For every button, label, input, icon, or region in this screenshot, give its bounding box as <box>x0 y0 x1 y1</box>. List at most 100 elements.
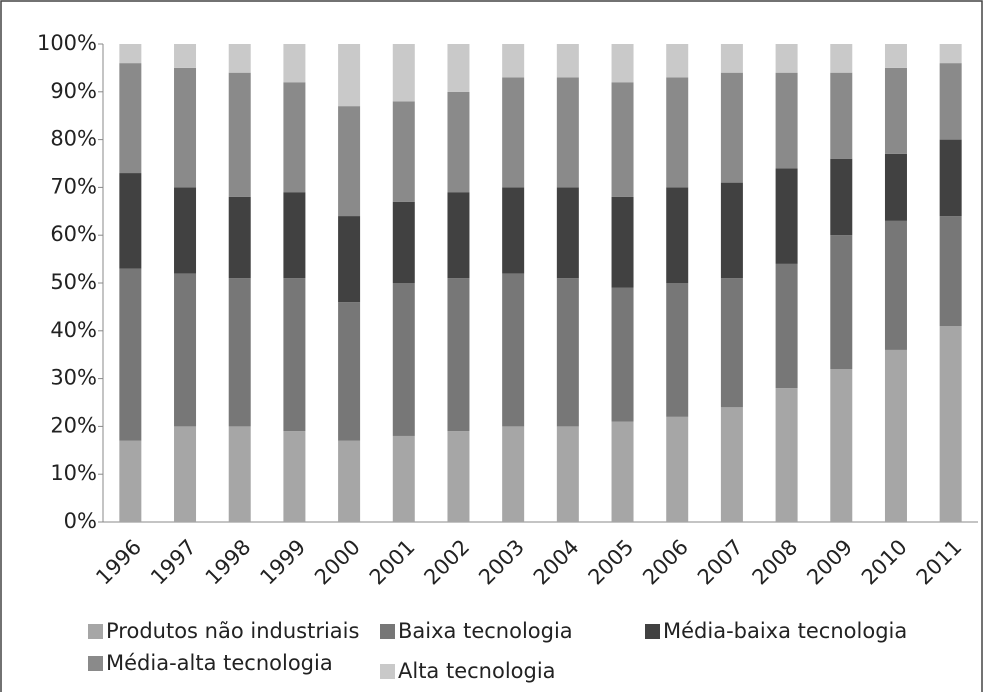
bar-segment <box>666 77 689 188</box>
bar-segment <box>502 273 525 427</box>
legend-label: Média-baixa tecnologia <box>663 619 907 643</box>
bar-segment <box>556 77 579 188</box>
bar-segment <box>119 440 142 522</box>
bar-segment <box>556 426 579 522</box>
bar-segment <box>392 435 415 522</box>
y-tick-label: 20% <box>50 413 97 437</box>
bar-segment <box>884 220 907 350</box>
bar-segment <box>884 153 907 221</box>
bar-segment <box>174 187 197 274</box>
bar-segment <box>119 268 142 441</box>
bar-segment <box>338 440 361 522</box>
bar-segment <box>174 273 197 427</box>
legend-swatch <box>380 664 395 679</box>
bar-segment <box>939 139 962 217</box>
bar-segment <box>775 388 798 522</box>
bar-segment <box>119 44 142 64</box>
y-tick-label: 30% <box>50 366 97 390</box>
bar-segment <box>666 416 689 522</box>
bar-segment <box>392 283 415 436</box>
bar-segment <box>939 326 962 522</box>
bar-segment <box>283 44 306 83</box>
bar-segment <box>666 44 689 78</box>
bar-segment <box>447 192 470 279</box>
bar-segment <box>720 44 743 73</box>
bar-segment <box>392 101 415 202</box>
bar-segment <box>119 173 142 269</box>
bar-segment <box>228 278 251 427</box>
bar-segment <box>119 63 142 174</box>
y-tick-label: 100% <box>37 31 97 55</box>
bar-segment <box>556 44 579 78</box>
bar-segment <box>611 82 634 197</box>
bar-segment <box>228 196 251 279</box>
legend-label: Alta tecnologia <box>398 659 556 683</box>
bar-segment <box>830 369 853 522</box>
bar-segment <box>447 91 470 193</box>
bar-segment <box>174 67 197 188</box>
bar-segment <box>228 72 251 197</box>
bar-segment <box>228 44 251 73</box>
bar-segment <box>720 182 743 279</box>
bar-segment <box>447 278 470 432</box>
bar-segment <box>338 302 361 441</box>
bar-segment <box>775 168 798 264</box>
bar-segment <box>174 44 197 68</box>
bar-segment <box>283 431 306 522</box>
y-tick-label: 50% <box>50 270 97 294</box>
bar-segment <box>502 426 525 522</box>
bar-segment <box>666 283 689 417</box>
legend-swatch <box>380 624 395 639</box>
bar-segment <box>338 44 361 107</box>
bar-segment <box>611 287 634 422</box>
bar-segment <box>556 278 579 427</box>
bar-segment <box>884 44 907 68</box>
bar-segment <box>720 278 743 408</box>
bar-segment <box>939 216 962 327</box>
bar-segment <box>884 67 907 154</box>
bar-segment <box>830 158 853 236</box>
bar-segment <box>830 72 853 159</box>
bar-segment <box>611 44 634 83</box>
legend-label: Baixa tecnologia <box>398 619 573 643</box>
bar-segment <box>283 278 306 432</box>
bar-segment <box>502 187 525 274</box>
bar-segment <box>556 187 579 279</box>
bar-segment <box>338 106 361 217</box>
y-tick-label: 0% <box>64 509 97 533</box>
y-tick-label: 40% <box>50 318 97 342</box>
bar-segment <box>939 63 962 140</box>
bar-segment <box>611 421 634 522</box>
bar-segment <box>775 44 798 73</box>
legend-label: Produtos não industriais <box>106 619 359 643</box>
bar-segment <box>720 72 743 183</box>
bar-segment <box>447 44 470 92</box>
bar-segment <box>228 426 251 522</box>
y-tick-label: 70% <box>50 174 97 198</box>
bar-segment <box>174 426 197 522</box>
legend-swatch <box>88 656 103 671</box>
bar-segment <box>884 349 907 522</box>
legend-swatch <box>88 624 103 639</box>
y-tick-label: 90% <box>50 79 97 103</box>
bar-segment <box>830 44 853 73</box>
bar-segment <box>502 44 525 78</box>
bar-segment <box>392 44 415 102</box>
bar-segment <box>666 187 689 283</box>
bar-segment <box>611 196 634 288</box>
legend-swatch <box>645 624 660 639</box>
y-tick-label: 60% <box>50 222 97 246</box>
bar-segment <box>720 407 743 522</box>
bar-segment <box>392 201 415 283</box>
bar-segment <box>283 82 306 193</box>
legend-label: Média-alta tecnologia <box>106 651 333 675</box>
y-tick-label: 80% <box>50 127 97 151</box>
bar-segment <box>775 72 798 169</box>
bar-segment <box>447 431 470 522</box>
bar-segment <box>939 44 962 64</box>
bar-segment <box>830 235 853 370</box>
bar-segment <box>338 216 361 303</box>
bar-segment <box>502 77 525 188</box>
